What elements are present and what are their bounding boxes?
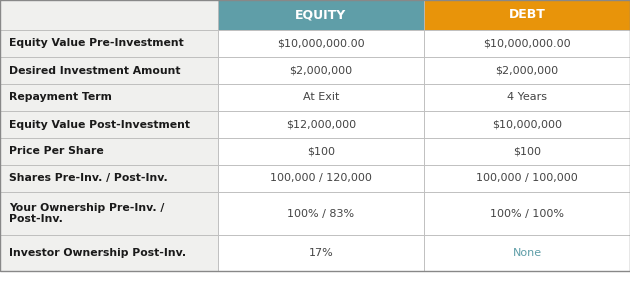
Bar	[0, 30, 218, 57]
Bar	[0, 138, 218, 165]
Text: Equity Value Post-Investment: Equity Value Post-Investment	[9, 119, 190, 130]
Text: 4 Years: 4 Years	[507, 92, 547, 103]
Text: Investor Ownership Post-Inv.: Investor Ownership Post-Inv.	[9, 248, 186, 258]
Text: Your Ownership Pre-Inv. /
Post-Inv.: Your Ownership Pre-Inv. / Post-Inv.	[9, 203, 164, 224]
Text: $100: $100	[513, 146, 541, 157]
Bar	[218, 165, 424, 192]
Text: Price Per Share: Price Per Share	[9, 146, 104, 157]
Bar	[0, 165, 218, 192]
Bar	[424, 235, 630, 271]
Text: $100: $100	[307, 146, 335, 157]
Bar	[0, 57, 218, 84]
Text: 17%: 17%	[309, 248, 333, 258]
Text: $2,000,000: $2,000,000	[289, 65, 353, 76]
Text: DEBT: DEBT	[508, 8, 546, 22]
Bar	[218, 84, 424, 111]
Text: $10,000,000.00: $10,000,000.00	[483, 38, 571, 49]
Text: 100,000 / 120,000: 100,000 / 120,000	[270, 173, 372, 183]
Text: $2,000,000: $2,000,000	[495, 65, 559, 76]
Text: At Exit: At Exit	[303, 92, 339, 103]
Text: None: None	[512, 248, 542, 258]
Text: $10,000,000: $10,000,000	[492, 119, 562, 130]
Bar	[218, 192, 424, 235]
Bar	[218, 0, 424, 30]
Bar	[424, 30, 630, 57]
Bar	[0, 111, 218, 138]
Bar	[424, 57, 630, 84]
Bar	[218, 235, 424, 271]
Text: Repayment Term: Repayment Term	[9, 92, 112, 103]
Text: $10,000,000.00: $10,000,000.00	[277, 38, 365, 49]
Bar	[218, 30, 424, 57]
Bar	[0, 235, 218, 271]
Bar	[0, 0, 218, 30]
Text: $12,000,000: $12,000,000	[286, 119, 356, 130]
Bar	[0, 84, 218, 111]
Bar	[424, 84, 630, 111]
Bar	[424, 0, 630, 30]
Text: Shares Pre-Inv. / Post-Inv.: Shares Pre-Inv. / Post-Inv.	[9, 173, 168, 183]
Text: Equity Value Pre-Investment: Equity Value Pre-Investment	[9, 38, 184, 49]
Bar	[218, 138, 424, 165]
Text: 100% / 83%: 100% / 83%	[287, 209, 355, 219]
Bar	[218, 57, 424, 84]
Bar	[218, 111, 424, 138]
Bar	[0, 192, 218, 235]
Text: EQUITY: EQUITY	[295, 8, 346, 22]
Bar	[424, 192, 630, 235]
Bar	[424, 138, 630, 165]
Bar	[424, 165, 630, 192]
Text: Desired Investment Amount: Desired Investment Amount	[9, 65, 181, 76]
Text: 100,000 / 100,000: 100,000 / 100,000	[476, 173, 578, 183]
Bar	[424, 111, 630, 138]
Text: 100% / 100%: 100% / 100%	[490, 209, 564, 219]
